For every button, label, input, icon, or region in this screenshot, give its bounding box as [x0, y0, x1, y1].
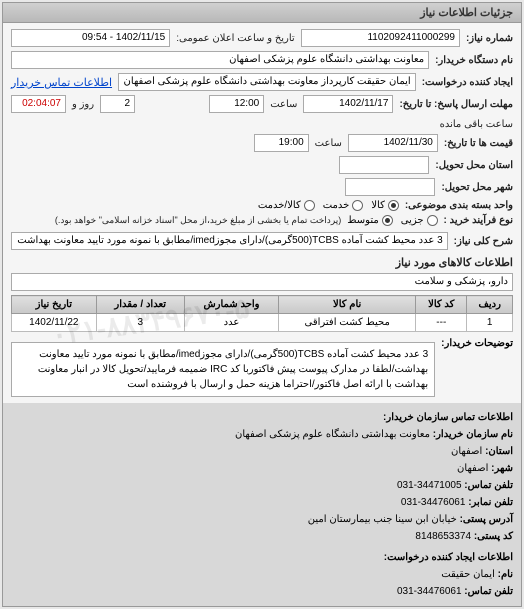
col-name: نام کالا — [279, 296, 416, 314]
province-label: استان: — [485, 446, 513, 457]
number-label: شماره نیاز: — [466, 33, 513, 44]
radio-service-label: خدمت — [323, 200, 350, 211]
cell-unit: عدد — [184, 314, 278, 332]
delivery-province-field — [339, 156, 429, 174]
creator-header: اطلاعات ایجاد کننده درخواست: — [11, 549, 513, 566]
address-label: آدرس پستی: — [460, 514, 513, 525]
description-text: 3 عدد محیط کشت آماده TCBS(500گرمی)/دارای… — [11, 342, 435, 397]
goods-table: ردیف کد کالا نام کالا واحد شمارش تعداد /… — [11, 295, 513, 332]
creator-phone-label: تلفن تماس: — [464, 586, 513, 597]
contact-header: اطلاعات تماس سازمان خریدار: — [11, 409, 513, 426]
quote-until-date-field: 1402/11/30 — [348, 134, 438, 152]
province-value: اصفهان — [451, 446, 482, 457]
time-label-1: ساعت — [270, 99, 297, 110]
unit-radio-group: کالا خدمت کالا/خدمت — [258, 200, 399, 211]
radio-both-label: کالا/خدمت — [258, 200, 301, 211]
creator-phone-value: 34476061-031 — [397, 586, 462, 597]
goods-section-title: اطلاعات کالاهای مورد نیاز — [11, 256, 513, 269]
requester-label: ایجاد کننده درخواست: — [422, 77, 513, 88]
quote-until-label: قیمت ها تا تاریخ: — [444, 138, 513, 149]
postal-label: کد پستی: — [474, 531, 513, 542]
radio-kala-label: کالا — [371, 200, 385, 211]
phone-label: تلفن تماس: — [464, 480, 513, 491]
remaining-days-label: روز و — [72, 99, 94, 110]
delivery-province-label: استان محل تحویل: — [435, 160, 513, 171]
postal-value: 8148653374 — [415, 531, 471, 542]
buyer-field: معاونت بهداشتی دانشگاه علوم پزشکی اصفهان — [11, 51, 429, 69]
creator-name-label: نام: — [498, 569, 513, 580]
radio-icon — [388, 200, 399, 211]
org-value: معاونت بهداشتی دانشگاه علوم پزشکی اصفهان — [235, 429, 430, 440]
contact-link[interactable]: اطلاعات تماس خریدار — [11, 76, 112, 89]
panel-title: جزئیات اطلاعات نیاز — [3, 3, 521, 23]
unit-label: واحد بسته بندی موضوعی: — [405, 200, 513, 211]
remaining-days-field: 2 — [100, 95, 135, 113]
radio-mid[interactable]: متوسط — [347, 215, 392, 226]
public-date-field: 1402/11/15 - 09:54 — [11, 29, 170, 47]
cell-name: محیط کشت افتراقی — [279, 314, 416, 332]
phone-value: 34471005-031 — [397, 480, 462, 491]
radio-both[interactable]: کالا/خدمت — [258, 200, 315, 211]
buy-type-label: نوع فرآیند خرید : — [444, 215, 513, 226]
buyer-label: نام دستگاه خریدار: — [435, 55, 513, 66]
radio-icon — [352, 200, 363, 211]
number-field: 1102092411000299 — [301, 29, 460, 47]
buy-note: (پرداخت تمام یا بخشی از مبلغ خرید،از محل… — [55, 215, 341, 226]
radio-kala[interactable]: کالا — [371, 200, 399, 211]
city-label: شهر: — [491, 463, 513, 474]
fax-value: 34476061-031 — [401, 497, 466, 508]
summary-label: شرح کلی نیاز: — [454, 236, 513, 247]
col-qty: تعداد / مقدار — [96, 296, 184, 314]
delivery-city-label: شهر محل تحویل: — [441, 182, 513, 193]
fax-label: تلفن نمابر: — [468, 497, 513, 508]
description-label: توضیحات خریدار: — [441, 338, 513, 349]
address-value: خیابان ابن سینا جنب بیمارستان امین — [308, 514, 457, 525]
col-code: کد کالا — [416, 296, 467, 314]
cell-row: 1 — [467, 314, 513, 332]
remaining-suffix-label: ساعت باقی مانده — [440, 119, 513, 130]
radio-icon — [382, 215, 393, 226]
col-unit: واحد شمارش — [184, 296, 278, 314]
creator-name-value: ایمان حقیقت — [441, 569, 495, 580]
col-row: ردیف — [467, 296, 513, 314]
quote-until-time-field: 19:00 — [254, 134, 309, 152]
deadline-date-field: 1402/11/17 — [303, 95, 393, 113]
org-label: نام سازمان خریدار: — [433, 429, 513, 440]
cell-qty: 3 — [96, 314, 184, 332]
city-value: اصفهان — [457, 463, 488, 474]
time-label-2: ساعت — [315, 138, 342, 149]
buy-type-radio-group: جزیی متوسط — [347, 215, 437, 226]
table-row[interactable]: 1 --- محیط کشت افتراقی عدد 3 1402/11/22 — [12, 314, 513, 332]
cell-date: 1402/11/22 — [12, 314, 97, 332]
radio-service[interactable]: خدمت — [323, 200, 364, 211]
radio-fine-label: جزیی — [401, 215, 424, 226]
requester-field: ایمان حقیقت کارپرداز معاونت بهداشتی دانش… — [118, 73, 416, 91]
radio-icon — [427, 215, 438, 226]
radio-icon — [304, 200, 315, 211]
remaining-time-field: 02:04:07 — [11, 95, 66, 113]
radio-fine[interactable]: جزیی — [401, 215, 438, 226]
cell-code: --- — [416, 314, 467, 332]
delivery-city-field — [345, 178, 435, 196]
deadline-time-field: 12:00 — [209, 95, 264, 113]
goods-category-field: دارو، پزشکی و سلامت — [11, 273, 513, 291]
public-date-label: تاریخ و ساعت اعلان عمومی: — [176, 33, 295, 44]
summary-field: 3 عدد محیط کشت آماده TCBS(500گرمی)/دارای… — [11, 232, 448, 250]
deadline-label: مهلت ارسال پاسخ: تا تاریخ: — [399, 99, 513, 110]
radio-mid-label: متوسط — [347, 215, 378, 226]
table-header-row: ردیف کد کالا نام کالا واحد شمارش تعداد /… — [12, 296, 513, 314]
col-date: تاریخ نیاز — [12, 296, 97, 314]
